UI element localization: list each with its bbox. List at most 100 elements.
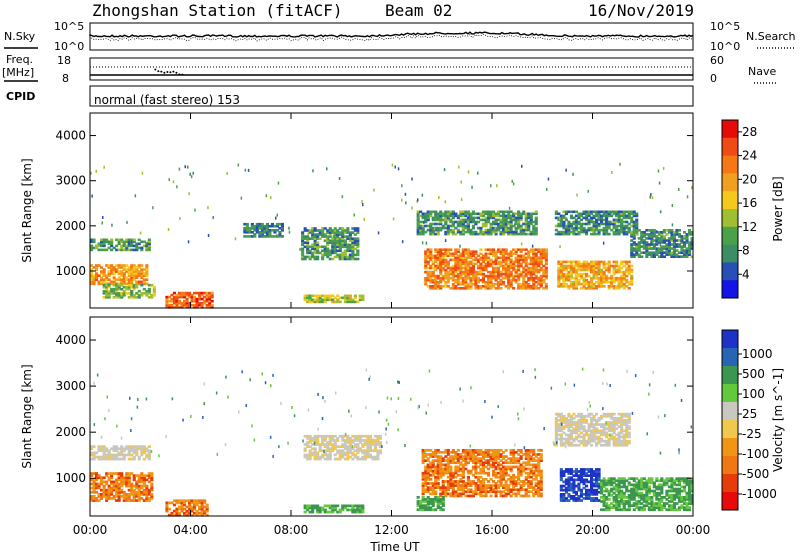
heatmap-cell bbox=[497, 212, 501, 216]
heatmap-cell bbox=[439, 465, 443, 469]
heatmap-cell bbox=[466, 216, 470, 220]
heatmap-cell bbox=[527, 220, 531, 224]
heatmap-cell bbox=[424, 262, 428, 266]
heatmap-cell bbox=[341, 508, 345, 512]
heatmap-cell bbox=[423, 220, 425, 224]
heatmap-cell bbox=[306, 300, 310, 304]
heatmap-cell bbox=[600, 276, 604, 280]
heatmap-cell bbox=[471, 278, 475, 282]
heatmap-cell bbox=[539, 262, 543, 266]
heatmap-cell bbox=[559, 427, 563, 430]
heatmap-cell bbox=[107, 488, 111, 492]
heatmap-cell bbox=[590, 439, 594, 443]
heatmap-cell bbox=[582, 439, 586, 443]
heatmap-cell bbox=[147, 499, 151, 502]
heatmap-cell bbox=[145, 447, 149, 451]
heatmap-cell bbox=[439, 270, 443, 274]
heatmap-cell bbox=[680, 255, 684, 258]
heatmap-cell bbox=[198, 501, 202, 505]
heatmap-cell bbox=[321, 229, 325, 232]
heatmap-cell bbox=[595, 423, 599, 426]
heatmap-cell bbox=[534, 228, 538, 232]
heatmap-cell bbox=[474, 467, 478, 471]
heatmap-cell bbox=[559, 266, 563, 270]
heatmap-cell bbox=[474, 451, 478, 454]
heatmap-cell bbox=[198, 301, 202, 305]
heatmap-cell bbox=[662, 247, 666, 250]
heatmap-cell bbox=[579, 230, 583, 234]
heatmap-cell bbox=[494, 471, 498, 475]
heatmap-cell bbox=[469, 449, 473, 452]
heatmap-cell bbox=[421, 471, 425, 475]
heatmap-cell bbox=[502, 272, 506, 276]
heatmap-cell bbox=[469, 494, 473, 498]
heatmap-cell bbox=[431, 500, 435, 503]
heatmap-cell bbox=[446, 280, 450, 284]
heatmap-cell bbox=[439, 252, 443, 256]
heatmap-cell bbox=[323, 294, 327, 298]
heatmap-cell bbox=[120, 478, 124, 482]
heatmap-cell bbox=[363, 449, 367, 453]
heatmap-cell bbox=[142, 478, 146, 482]
heatmap-cell bbox=[331, 247, 335, 251]
heatmap-cell bbox=[351, 255, 355, 259]
heatmap-cell bbox=[529, 220, 533, 224]
heatmap-cell bbox=[132, 451, 136, 455]
heatmap-cell bbox=[507, 254, 511, 258]
heatmap-cell bbox=[647, 243, 651, 246]
heatmap-cell bbox=[356, 439, 360, 442]
heatmap-cell bbox=[635, 226, 639, 230]
heatmap-cell bbox=[318, 508, 322, 512]
heatmap-cell bbox=[459, 258, 463, 262]
heatmap-cell bbox=[351, 453, 355, 457]
heatmap-cell bbox=[469, 252, 473, 256]
heatmap-cell bbox=[431, 486, 435, 489]
heatmap-cell bbox=[135, 292, 139, 295]
heatmap-cell bbox=[311, 227, 315, 230]
heatmap-cell bbox=[600, 216, 604, 220]
heatmap-cell bbox=[323, 439, 327, 442]
heatmap-cell bbox=[429, 222, 433, 226]
heatmap-cell bbox=[672, 241, 676, 244]
heatmap-cell bbox=[122, 268, 126, 271]
heatmap-cell bbox=[361, 457, 365, 461]
heatmap-cell bbox=[323, 300, 327, 304]
heatmap-cell bbox=[466, 220, 470, 224]
heatmap-cell bbox=[481, 280, 485, 284]
heatmap-cell bbox=[147, 240, 151, 244]
heatmap-cell bbox=[323, 445, 327, 448]
noise-search-label: N.Search bbox=[746, 30, 796, 43]
heatmap-cell bbox=[517, 467, 521, 471]
heatmap-cell bbox=[632, 255, 636, 258]
heatmap-cell bbox=[532, 494, 536, 498]
heatmap-cell bbox=[574, 427, 578, 430]
heatmap-cell bbox=[579, 423, 583, 426]
heatmap-cell bbox=[358, 434, 362, 438]
heatmap-cell bbox=[514, 216, 518, 220]
heatmap-cell bbox=[514, 488, 518, 492]
heatmap-cell bbox=[519, 258, 523, 262]
heatmap-cell bbox=[481, 260, 485, 264]
heatmap-cell bbox=[562, 222, 566, 226]
heatmap-cell bbox=[605, 226, 609, 230]
heatmap-cell bbox=[270, 224, 274, 228]
heatmap-cell bbox=[258, 222, 262, 226]
heatmap-cell bbox=[346, 449, 350, 453]
heatmap-cell bbox=[459, 230, 463, 234]
heatmap-cell bbox=[190, 505, 194, 509]
heatmap-cell bbox=[436, 496, 440, 499]
heatmap-cell bbox=[318, 506, 322, 510]
heatmap-cell bbox=[449, 492, 453, 496]
heatmap-cell bbox=[346, 227, 350, 230]
heatmap-cell bbox=[527, 463, 531, 467]
heatmap-cell bbox=[424, 218, 428, 222]
heatmap-cell bbox=[507, 285, 511, 288]
heatmap-cell bbox=[527, 268, 531, 272]
heatmap-cell bbox=[567, 423, 571, 426]
heatmap-cell bbox=[612, 421, 616, 424]
heatmap-cell bbox=[509, 459, 513, 462]
heatmap-cell bbox=[602, 218, 606, 222]
heatmap-cell bbox=[509, 480, 513, 483]
heatmap-cell bbox=[92, 246, 96, 250]
heatmap-cell bbox=[469, 266, 473, 270]
